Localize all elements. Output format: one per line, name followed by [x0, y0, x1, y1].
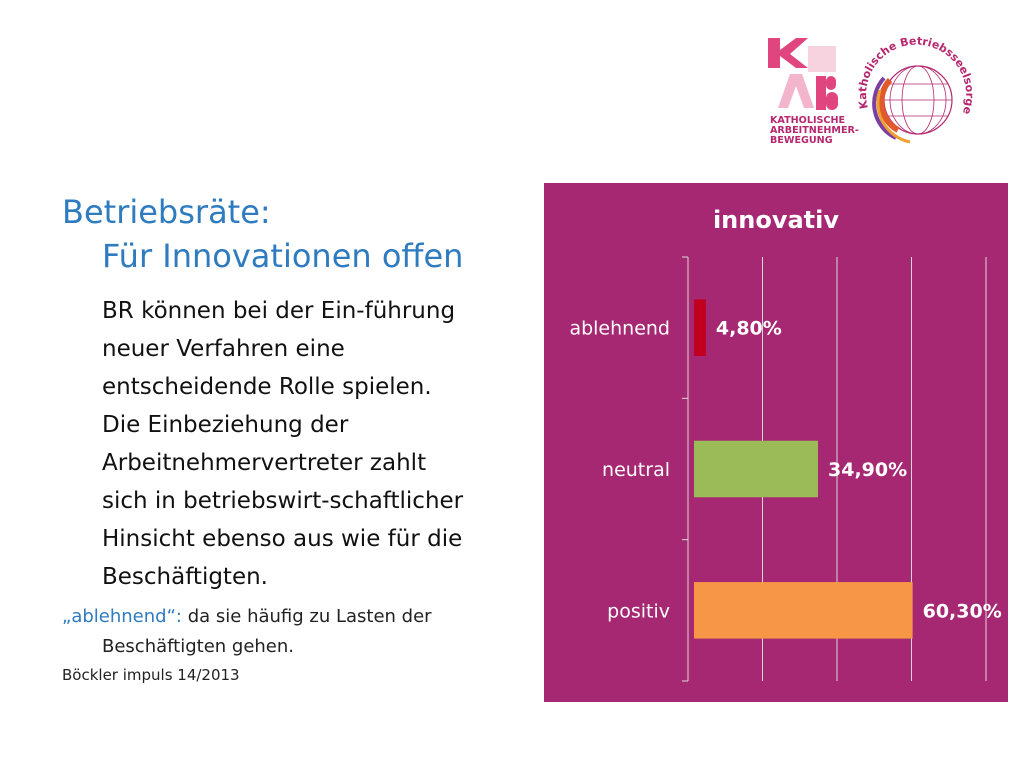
body-line: sich in betriebswirt-schaftlicher	[102, 488, 464, 514]
kab-logo-letters	[768, 38, 838, 110]
note-quote: „ablehnend“:	[62, 606, 182, 627]
body-line: entscheidende Rolle spielen.	[102, 374, 432, 400]
kab-text-line: KATHOLISCHE	[770, 115, 846, 126]
title-line-1: Betriebsräte:	[62, 193, 271, 231]
logos: KATHOLISCHE ARBEITNEHMER- BEWEGUNG Katho…	[760, 28, 990, 160]
slide-title: Betriebsräte: Für Innovationen offen	[62, 190, 463, 278]
category-label: neutral	[602, 459, 670, 481]
body-line: Arbeitnehmervertreter zahlt	[102, 450, 427, 476]
body-line: Hinsicht ebenso aus wie für die	[102, 526, 463, 552]
category-label: ablehnend	[569, 318, 670, 340]
chart-title: innovativ	[713, 206, 839, 234]
kab-text-line: ARBEITNEHMER-	[770, 125, 859, 136]
data-label: 60,30%	[923, 600, 1002, 622]
note-text: da sie häufig zu Lasten der	[187, 606, 432, 627]
betriebsseelsorge-emblem: Katholische Betriebsseelsorge	[856, 34, 976, 144]
bar-chart: ablehnend neutral positiv 4,80% 34,90% 60,30…	[569, 206, 1002, 682]
betriebsseelsorge-logo: Katholische Betriebsseelsorge	[850, 30, 980, 160]
body-line: Die Einbeziehung der	[102, 412, 349, 438]
body-line: BR können bei der Ein-führung	[102, 298, 456, 324]
note-continuation: Beschäftigten gehen.	[102, 636, 295, 657]
body-line: neuer Verfahren eine	[102, 336, 345, 362]
note: „ablehnend“: da sie häufig zu Lasten der…	[62, 602, 502, 662]
bar-positiv	[694, 582, 913, 639]
source-citation: Böckler impuls 14/2013	[62, 666, 240, 684]
data-label: 34,90%	[828, 459, 907, 481]
body-text: BR können bei der Ein-führung neuer Verf…	[102, 292, 522, 596]
chart-panel: ablehnend neutral positiv 4,80% 34,90% 60,30…	[544, 183, 1008, 702]
bar-neutral	[694, 440, 819, 498]
data-label: 4,80%	[716, 318, 782, 340]
category-label: positiv	[607, 600, 670, 622]
title-line-2: Für Innovationen offen	[102, 237, 464, 275]
kab-text-line: BEWEGUNG	[770, 135, 833, 146]
body-line: Beschäftigten.	[102, 564, 268, 590]
kab-logo: KATHOLISCHE ARBEITNEHMER- BEWEGUNG	[768, 36, 859, 156]
bar-ablehnend	[694, 299, 706, 356]
